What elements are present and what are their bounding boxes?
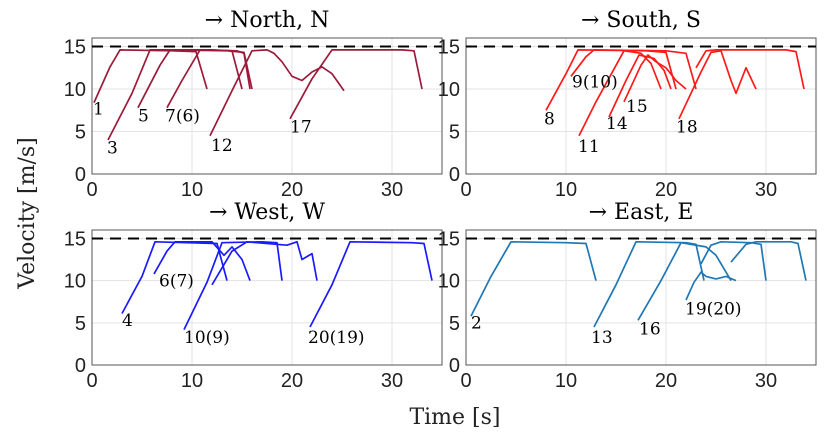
trajectory-label: 2	[471, 314, 482, 334]
y-tick-label: 0	[75, 164, 86, 186]
plot-area	[466, 38, 816, 174]
y-tick-label: 0	[449, 164, 460, 186]
panel-3: 0 10 20 30 0 5 10 15 4 6(7) 10(9) 20(19) → West, W	[64, 200, 443, 392]
trajectory-label: 1	[93, 100, 104, 120]
series-line-13	[593, 240, 705, 328]
plot-area	[92, 230, 442, 365]
plot-frame	[465, 229, 817, 366]
x-tick-label: 0	[86, 370, 97, 392]
series-line-20(19)	[309, 240, 433, 328]
x-tick-label: 30	[381, 179, 403, 201]
x-tick-label: 10	[181, 179, 203, 201]
y-tick-label: 5	[449, 313, 460, 335]
y-tick-label: 15	[64, 37, 86, 59]
panel-4: 0 10 20 30 0 5 10 15 2 13 16 19(20) → East, E	[438, 200, 817, 392]
plot-frame	[465, 37, 817, 175]
trajectory-label: 12	[211, 136, 233, 156]
x-tick-label: 10	[181, 370, 203, 392]
trajectory-label: 9(10)	[572, 72, 618, 92]
trajectory-label: 17	[290, 117, 312, 137]
y-tick-label: 5	[75, 122, 86, 144]
series-line-b	[211, 240, 318, 286]
plot-area	[92, 38, 442, 174]
trajectory-label: 14	[606, 114, 628, 134]
series-line-15	[623, 54, 687, 103]
trajectory-label: 8	[544, 110, 555, 130]
trajectory-label: 5	[138, 106, 149, 126]
y-tick-label: 0	[449, 355, 460, 377]
x-tick-label: 20	[655, 370, 677, 392]
series-line-7(6)	[166, 49, 251, 109]
y-tick-label: 10	[64, 79, 86, 101]
series-line-long	[695, 49, 805, 90]
trajectory-label: 16	[639, 320, 661, 340]
trajectory-label: 18	[676, 117, 698, 137]
y-tick-label: 10	[64, 271, 86, 293]
y-tick-label: 15	[438, 228, 460, 250]
trajectory-label: 15	[626, 97, 648, 117]
y-axis-label: Velocity [m/s]	[15, 137, 40, 290]
x-tick-label: 20	[281, 370, 303, 392]
trajectory-label: 3	[107, 139, 118, 159]
trajectory-label: 20(19)	[308, 328, 365, 348]
y-tick-label: 15	[64, 228, 86, 250]
series-line-d	[730, 240, 807, 281]
y-tick-label: 5	[449, 122, 460, 144]
x-tick-label: 0	[460, 179, 471, 201]
trajectory-label: 19(20)	[685, 299, 742, 319]
y-tick-label: 0	[75, 355, 86, 377]
x-tick-label: 10	[555, 370, 577, 392]
series-line-9(10)	[570, 49, 697, 90]
y-tick-label: 10	[438, 271, 460, 293]
panel-title: → West, W	[209, 200, 325, 225]
plot-area	[466, 230, 816, 365]
panel-title: → South, S	[581, 8, 701, 33]
series-line-19(20)	[685, 271, 737, 301]
y-tick-label: 5	[75, 313, 86, 335]
series-line-16	[637, 241, 732, 321]
x-tick-label: 10	[555, 179, 577, 201]
trajectory-label: 6(7)	[159, 272, 194, 292]
series-line-c	[700, 240, 767, 281]
panel-title: → North, N	[205, 8, 330, 33]
x-axis-label: Time [s]	[409, 405, 500, 430]
trajectory-label: 7(6)	[165, 106, 200, 126]
series-line-11	[578, 49, 662, 137]
trajectory-label: 13	[591, 328, 613, 348]
trajectory-label: 10(9)	[184, 328, 230, 348]
plot-frame	[91, 229, 443, 366]
y-tick-label: 10	[438, 79, 460, 101]
x-tick-label: 30	[755, 370, 777, 392]
x-tick-label: 30	[755, 179, 777, 201]
series-line-6(7)	[153, 240, 251, 281]
trajectory-label: 11	[578, 137, 600, 157]
series-line-10(9)	[183, 240, 283, 330]
series-line-1	[93, 49, 208, 103]
x-tick-label: 30	[381, 370, 403, 392]
series-line-2	[470, 240, 597, 317]
series-line-17	[289, 49, 423, 120]
series-line-12	[209, 49, 345, 137]
trajectory-label: 4	[122, 311, 133, 331]
panel-title: → East, E	[589, 200, 694, 225]
y-tick-label: 15	[438, 37, 460, 59]
x-tick-label: 0	[86, 179, 97, 201]
x-tick-label: 20	[655, 179, 677, 201]
x-tick-label: 0	[460, 370, 471, 392]
x-tick-label: 20	[281, 179, 303, 201]
plot-frame	[91, 37, 443, 175]
series-line-18	[678, 49, 757, 120]
